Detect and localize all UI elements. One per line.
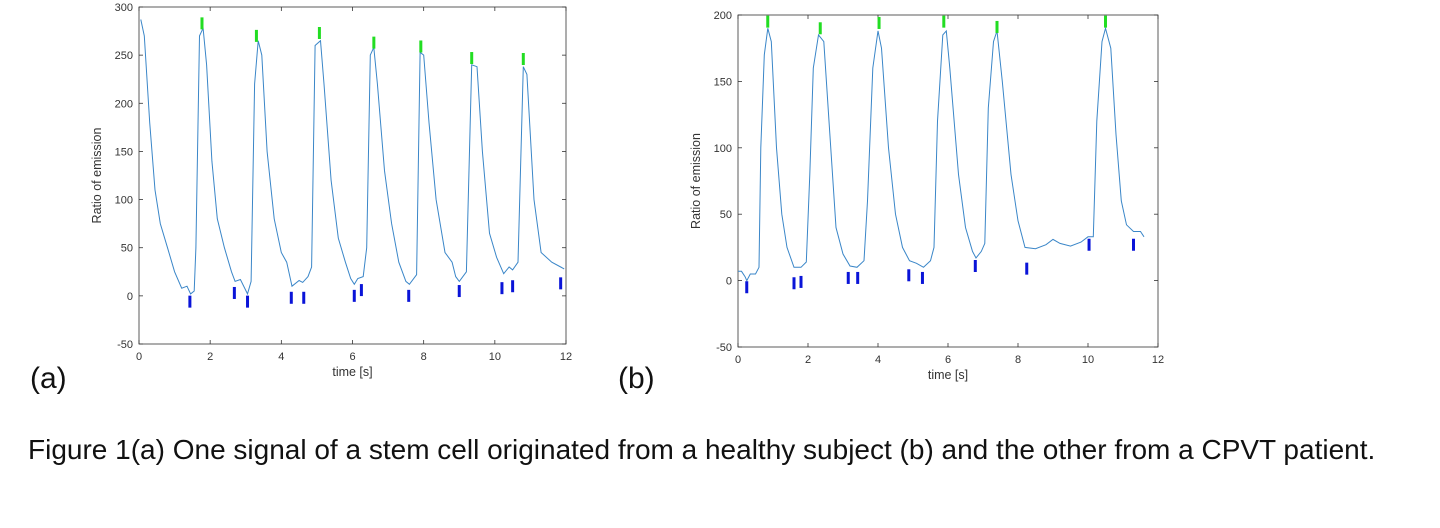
x-tick-label: 8 (421, 351, 427, 363)
trough-marker (846, 271, 850, 284)
trough-marker (289, 291, 293, 304)
x-tick-label: 8 (1015, 354, 1021, 366)
x-axis-label: time [s] (332, 365, 372, 379)
trough-marker (792, 277, 796, 290)
signal-line (738, 26, 1145, 282)
x-tick-label: 2 (207, 351, 213, 363)
y-tick-label: 0 (127, 291, 133, 303)
peak-marker (317, 26, 321, 39)
y-axis-label: Ratio of emission (689, 133, 703, 229)
x-tick-label: 6 (945, 354, 951, 366)
peak-marker (942, 15, 946, 28)
y-tick-label: 250 (115, 50, 133, 62)
y-tick-label: -50 (117, 339, 133, 351)
trough-marker (799, 275, 803, 288)
trough-marker (920, 271, 924, 284)
x-tick-label: 0 (735, 354, 741, 366)
trough-marker (302, 291, 306, 304)
peak-marker (372, 36, 376, 49)
y-tick-label: 200 (714, 10, 732, 22)
trough-marker (1087, 238, 1091, 251)
trough-marker (745, 281, 749, 294)
trough-marker (188, 295, 192, 308)
x-tick-label: 6 (349, 351, 355, 363)
x-tick-label: 10 (1082, 354, 1094, 366)
peak-marker (877, 16, 881, 29)
trough-marker (973, 259, 977, 272)
peak-marker (200, 17, 204, 30)
trough-marker (511, 280, 515, 293)
x-tick-label: 12 (1152, 354, 1164, 366)
x-tick-label: 4 (875, 354, 881, 366)
peak-marker (1104, 15, 1107, 28)
y-tick-label: 150 (714, 76, 732, 88)
y-tick-label: 150 (115, 146, 133, 158)
y-axis-label: Ratio of emission (90, 128, 104, 224)
trough-marker (559, 277, 563, 290)
peak-marker (995, 20, 999, 33)
peak-marker (766, 15, 770, 28)
peak-marker (419, 40, 423, 53)
y-tick-label: 50 (121, 243, 133, 255)
trough-marker (856, 271, 860, 284)
peak-marker (818, 22, 822, 35)
panel-label-a: (a) (30, 362, 67, 395)
x-tick-label: 2 (805, 354, 811, 366)
peak-marker (254, 29, 258, 42)
y-tick-label: 200 (115, 98, 133, 110)
y-tick-label: 300 (115, 2, 133, 14)
peak-marker (521, 52, 525, 65)
trough-marker (407, 289, 411, 302)
x-tick-label: 10 (489, 351, 501, 363)
trough-marker (232, 286, 236, 299)
x-axis-label: time [s] (928, 368, 968, 382)
trough-marker (1132, 238, 1135, 251)
trough-marker (500, 282, 504, 295)
peak-marker (470, 52, 474, 65)
panel-label-b: (b) (618, 362, 655, 395)
y-tick-label: -50 (716, 342, 732, 354)
signal-line (140, 19, 565, 296)
trough-marker (1025, 262, 1029, 275)
x-tick-label: 0 (136, 351, 142, 363)
x-tick-label: 12 (560, 351, 572, 363)
plot-frame (737, 14, 1159, 348)
y-tick-label: 100 (714, 143, 732, 155)
y-tick-label: 0 (726, 276, 732, 288)
y-tick-label: 50 (720, 209, 732, 221)
trough-marker (907, 269, 911, 282)
figure-caption: Figure 1(a) One signal of a stem cell or… (28, 434, 1376, 465)
trough-marker (246, 295, 250, 308)
trough-marker (457, 285, 461, 298)
trough-marker (352, 289, 356, 302)
y-tick-label: 100 (115, 195, 133, 207)
x-tick-label: 4 (278, 351, 284, 363)
plot-frame (138, 6, 567, 345)
trough-marker (359, 284, 363, 297)
